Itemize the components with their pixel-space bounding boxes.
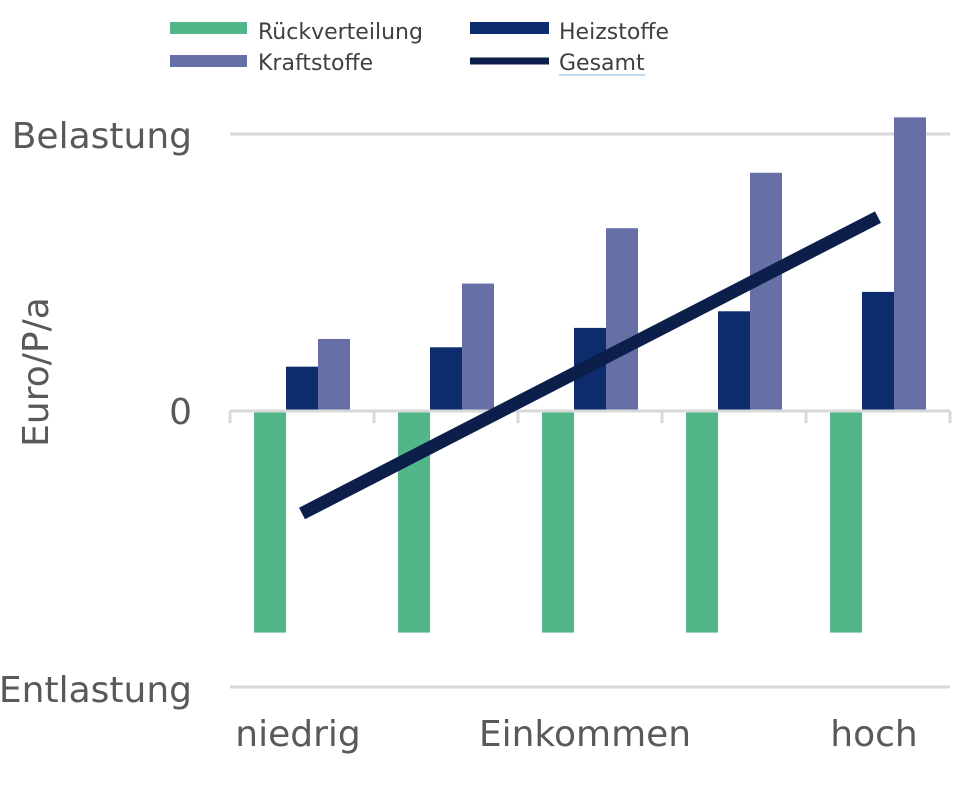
y-tick-belastung: Belastung [12,116,192,157]
bar-heizstoffe-2 [430,347,462,411]
bar-heizstoffe-4 [718,311,750,411]
bar-kraftstoffe-3 [606,228,638,411]
bar-r-ckverteilung-1 [254,411,286,633]
legend-label-rueckverteilung: Rückverteilung [258,20,423,45]
bar-r-ckverteilung-3 [542,411,574,633]
bar-heizstoffe-5 [862,291,894,411]
legend-label-kraftstoffe: Kraftstoffe [258,51,373,76]
bar-kraftstoffe-4 [750,172,782,411]
bar-r-ckverteilung-5 [830,411,862,633]
y-axis-label: Euro/P/a [16,297,57,447]
y-tick-zero: 0 [169,392,192,433]
bar-heizstoffe-1 [286,366,318,411]
x-label-hoch: hoch [830,714,917,755]
legend-swatch-heizstoffe [470,22,549,34]
series-line-gesamt [299,211,881,520]
y-tick-entlastung: Entlastung [0,670,192,711]
legend-swatch-kraftstoffe [170,55,247,67]
bar-kraftstoffe-1 [318,338,350,411]
bar-kraftstoffe-2 [462,283,494,411]
legend-label-heizstoffe: Heizstoffe [559,20,669,45]
bar-kraftstoffe-5 [894,117,926,411]
legend-label-gesamt: Gesamt [559,51,645,76]
x-label-einkommen: Einkommen [479,714,691,755]
plot-area [228,117,952,633]
x-label-niedrig: niedrig [235,714,360,755]
legend-swatch-rueckverteilung [170,22,247,34]
bar-r-ckverteilung-4 [686,411,718,633]
legend: Rückverteilung Heizstoffe Kraftstoffe Ge… [170,20,669,76]
